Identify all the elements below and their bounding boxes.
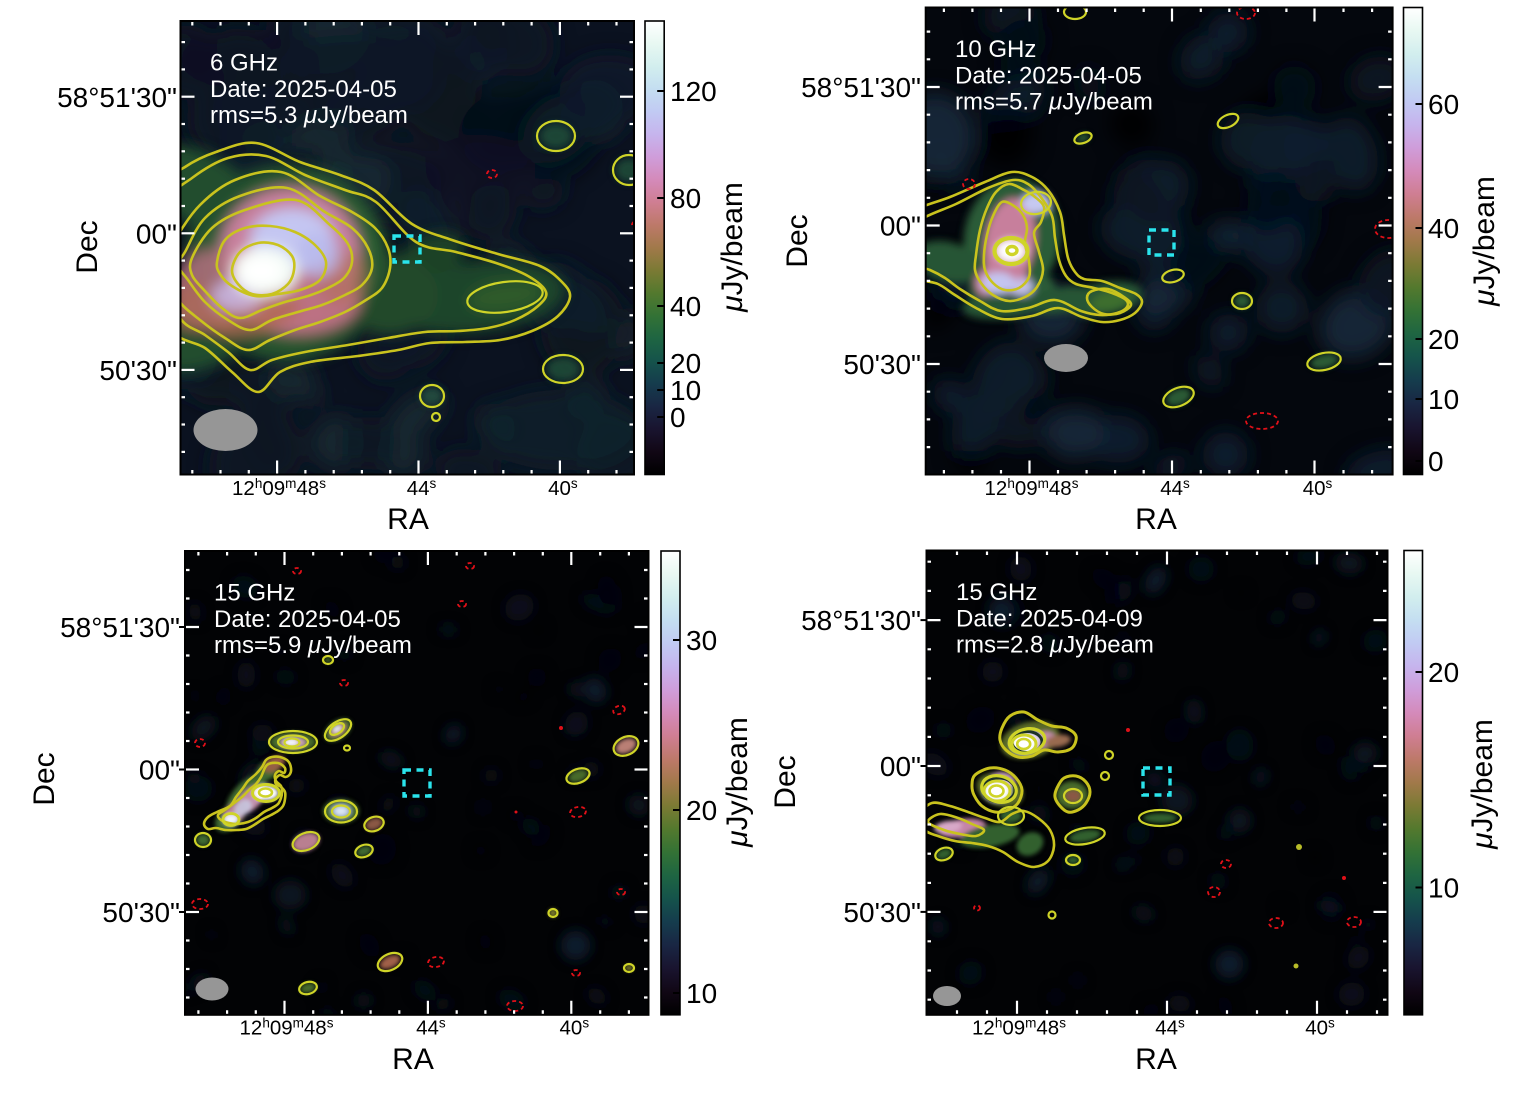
svg-text:40: 40 (670, 291, 701, 322)
svg-text:50'30": 50'30" (102, 897, 180, 928)
svg-text:rms=2.8 μJy/beam: rms=2.8 μJy/beam (956, 632, 1154, 659)
svg-text:60: 60 (1428, 89, 1459, 120)
svg-text:Dec: Dec (28, 752, 61, 805)
svg-text:μJy/beam: μJy/beam (721, 717, 754, 848)
svg-text:RA: RA (1135, 503, 1177, 536)
svg-text:μJy/beam: μJy/beam (1468, 176, 1501, 307)
svg-text:rms=5.7 μJy/beam: rms=5.7 μJy/beam (955, 89, 1153, 116)
svg-text:RA: RA (392, 1043, 434, 1076)
svg-text:00": 00" (880, 751, 921, 782)
svg-text:rms=5.3 μJy/beam: rms=5.3 μJy/beam (210, 102, 408, 129)
svg-text:20: 20 (1428, 324, 1459, 355)
svg-text:RA: RA (387, 503, 429, 536)
svg-text:20: 20 (1428, 657, 1459, 688)
svg-text:Date: 2025-04-05: Date: 2025-04-05 (955, 62, 1142, 89)
svg-text:58°51'30": 58°51'30" (801, 72, 921, 103)
svg-text:15 GHz: 15 GHz (214, 580, 295, 607)
svg-text:58°51'30": 58°51'30" (57, 82, 177, 113)
svg-text:00": 00" (136, 218, 177, 249)
svg-text:10: 10 (1428, 384, 1459, 415)
svg-text:10: 10 (686, 978, 717, 1009)
svg-text:10: 10 (1428, 873, 1459, 904)
svg-text:40: 40 (1428, 213, 1459, 244)
svg-text:10 GHz: 10 GHz (955, 36, 1036, 63)
svg-text:58°51'30": 58°51'30" (60, 612, 180, 643)
svg-text:50'30": 50'30" (843, 897, 921, 928)
svg-text:20: 20 (670, 348, 701, 379)
svg-text:58°51'30": 58°51'30" (801, 605, 921, 636)
svg-text:50'30": 50'30" (99, 355, 177, 386)
svg-text:12h09m48s: 12h09m48s (232, 476, 326, 500)
svg-text:30: 30 (686, 625, 717, 656)
svg-text:Dec: Dec (781, 214, 814, 267)
svg-text:rms=5.9 μJy/beam: rms=5.9 μJy/beam (214, 632, 412, 659)
svg-text:μJy/beam: μJy/beam (716, 182, 749, 313)
svg-text:Date: 2025-04-05: Date: 2025-04-05 (214, 606, 401, 633)
svg-text:120: 120 (670, 76, 717, 107)
svg-text:00": 00" (139, 755, 180, 786)
svg-text:0: 0 (1428, 446, 1444, 477)
svg-text:μJy/beam: μJy/beam (1466, 719, 1499, 850)
svg-text:12h09m48s: 12h09m48s (985, 476, 1079, 500)
svg-text:Dec: Dec (769, 755, 802, 808)
svg-text:80: 80 (670, 183, 701, 214)
svg-text:12h09m48s: 12h09m48s (240, 1016, 334, 1040)
svg-text:Dec: Dec (71, 220, 104, 273)
svg-text:Date: 2025-04-05: Date: 2025-04-05 (210, 76, 397, 103)
svg-text:50'30": 50'30" (843, 349, 921, 380)
svg-text:15 GHz: 15 GHz (956, 579, 1037, 606)
svg-text:6 GHz: 6 GHz (210, 50, 278, 77)
svg-text:10: 10 (670, 375, 701, 406)
svg-text:RA: RA (1135, 1043, 1177, 1076)
svg-text:00": 00" (880, 211, 921, 242)
svg-text:0: 0 (670, 402, 686, 433)
svg-text:20: 20 (686, 795, 717, 826)
svg-text:12h09m48s: 12h09m48s (972, 1016, 1066, 1040)
svg-text:Date: 2025-04-09: Date: 2025-04-09 (956, 605, 1143, 632)
